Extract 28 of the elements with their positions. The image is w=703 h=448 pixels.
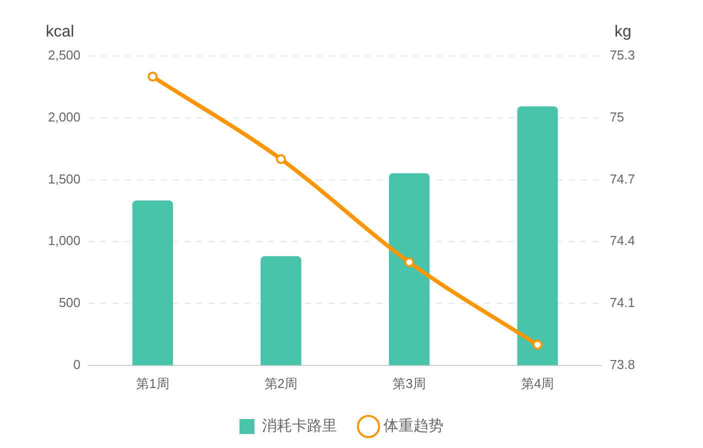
y2-tick-label: 74.4 <box>610 233 636 248</box>
point <box>148 72 158 82</box>
bar <box>517 106 558 366</box>
x-tick-label: 第1周 <box>136 376 170 391</box>
y2-tick-label: 74.7 <box>610 171 636 186</box>
y2-tick-label: 75 <box>610 109 624 124</box>
y2-tick-label: 73.8 <box>610 356 636 372</box>
y2-tick-label: 74.1 <box>610 295 636 310</box>
x-tick-label: 第3周 <box>392 376 426 391</box>
y-tick-label: 1,500 <box>48 171 81 186</box>
y-tick-label: 1,000 <box>48 233 81 248</box>
y-axis-title: kcal <box>46 23 74 40</box>
y-tick-label: 2,500 <box>48 48 81 63</box>
point <box>532 340 543 350</box>
point <box>276 154 286 164</box>
x-tick-label: 第2周 <box>264 376 298 391</box>
bar <box>260 256 302 366</box>
legend-label: 体重趋势 <box>384 418 444 435</box>
y2-tick-label: 75.3 <box>610 48 636 63</box>
x-tick-label: 第4周 <box>520 376 554 391</box>
y-tick-label: 2,000 <box>48 109 81 124</box>
y-tick-label: 0 <box>73 356 81 372</box>
legend-label: 消耗卡路里 <box>262 418 337 435</box>
y2-axis-title: kg <box>614 23 632 40</box>
bar <box>388 173 430 366</box>
bar <box>132 200 174 366</box>
y-tick-label: 500 <box>58 295 81 310</box>
point <box>404 257 414 268</box>
